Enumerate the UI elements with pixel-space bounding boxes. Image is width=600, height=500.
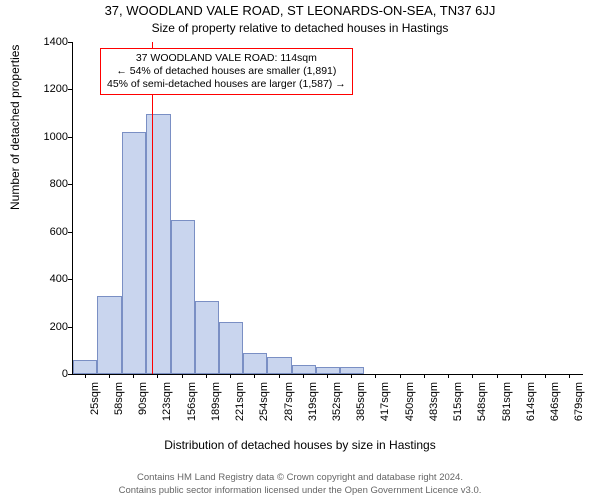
y-tick-label: 200 <box>50 321 68 333</box>
footer-line-2: Contains public sector information licen… <box>0 485 600 497</box>
annotation-line: 37 WOODLAND VALE ROAD: 114sqm <box>107 52 346 65</box>
histogram-bar <box>73 360 97 374</box>
y-axis-label: Number of detached properties <box>8 45 22 210</box>
x-tick-mark <box>400 374 401 378</box>
histogram-bar <box>316 367 340 374</box>
y-tick-label: 800 <box>50 178 68 190</box>
x-tick-mark <box>521 374 522 378</box>
x-tick-label: 319sqm <box>307 382 319 430</box>
y-tick-label: 1400 <box>44 36 68 48</box>
x-tick-mark <box>157 374 158 378</box>
x-tick-label: 90sqm <box>137 382 149 430</box>
x-tick-mark <box>448 374 449 378</box>
x-tick-label: 614sqm <box>525 382 537 430</box>
histogram-bar <box>243 353 267 374</box>
x-tick-mark <box>327 374 328 378</box>
x-tick-label: 417sqm <box>379 382 391 430</box>
x-tick-label: 189sqm <box>210 382 222 430</box>
y-tick-label: 1000 <box>44 131 68 143</box>
x-tick-label: 156sqm <box>186 382 198 430</box>
chart-title-sub: Size of property relative to detached ho… <box>0 21 600 35</box>
chart-title-main: 37, WOODLAND VALE ROAD, ST LEONARDS-ON-S… <box>0 3 600 18</box>
x-tick-label: 483sqm <box>428 382 440 430</box>
x-tick-mark <box>303 374 304 378</box>
x-tick-label: 450sqm <box>404 382 416 430</box>
x-tick-label: 679sqm <box>573 382 585 430</box>
histogram-bar <box>122 132 146 374</box>
x-axis-label: Distribution of detached houses by size … <box>0 438 600 452</box>
histogram-bar <box>195 301 219 375</box>
y-tick-label: 400 <box>50 273 68 285</box>
y-tick-label: 600 <box>50 226 68 238</box>
x-tick-mark <box>133 374 134 378</box>
x-tick-label: 385sqm <box>355 382 367 430</box>
x-tick-mark <box>109 374 110 378</box>
x-tick-mark <box>472 374 473 378</box>
x-tick-label: 287sqm <box>283 382 295 430</box>
histogram-bar <box>340 367 364 374</box>
annotation-box: 37 WOODLAND VALE ROAD: 114sqm← 54% of de… <box>100 48 353 95</box>
annotation-line: 45% of semi-detached houses are larger (… <box>107 78 346 91</box>
x-tick-label: 581sqm <box>501 382 513 430</box>
y-tick-label: 1200 <box>44 83 68 95</box>
x-tick-mark <box>351 374 352 378</box>
x-tick-label: 221sqm <box>234 382 246 430</box>
x-tick-mark <box>279 374 280 378</box>
histogram-bar <box>146 114 170 374</box>
histogram-bar <box>97 296 121 374</box>
histogram-bar <box>292 365 316 374</box>
histogram-bar <box>171 220 195 374</box>
x-tick-mark <box>497 374 498 378</box>
x-tick-label: 123sqm <box>161 382 173 430</box>
x-tick-mark <box>545 374 546 378</box>
x-tick-label: 515sqm <box>452 382 464 430</box>
annotation-line: ← 54% of detached houses are smaller (1,… <box>107 65 346 78</box>
footer-line-1: Contains HM Land Registry data © Crown c… <box>0 472 600 484</box>
x-tick-label: 254sqm <box>258 382 270 430</box>
footer-attribution: Contains HM Land Registry data © Crown c… <box>0 472 600 497</box>
x-tick-mark <box>206 374 207 378</box>
histogram-bar <box>219 322 243 374</box>
x-tick-mark <box>424 374 425 378</box>
x-tick-mark <box>182 374 183 378</box>
x-tick-mark <box>375 374 376 378</box>
x-tick-mark <box>85 374 86 378</box>
x-tick-label: 352sqm <box>331 382 343 430</box>
x-tick-label: 548sqm <box>476 382 488 430</box>
histogram-bar <box>267 357 291 374</box>
x-tick-label: 25sqm <box>89 382 101 430</box>
x-tick-label: 646sqm <box>549 382 561 430</box>
x-tick-mark <box>230 374 231 378</box>
x-tick-mark <box>254 374 255 378</box>
x-tick-mark <box>569 374 570 378</box>
x-tick-label: 58sqm <box>113 382 125 430</box>
